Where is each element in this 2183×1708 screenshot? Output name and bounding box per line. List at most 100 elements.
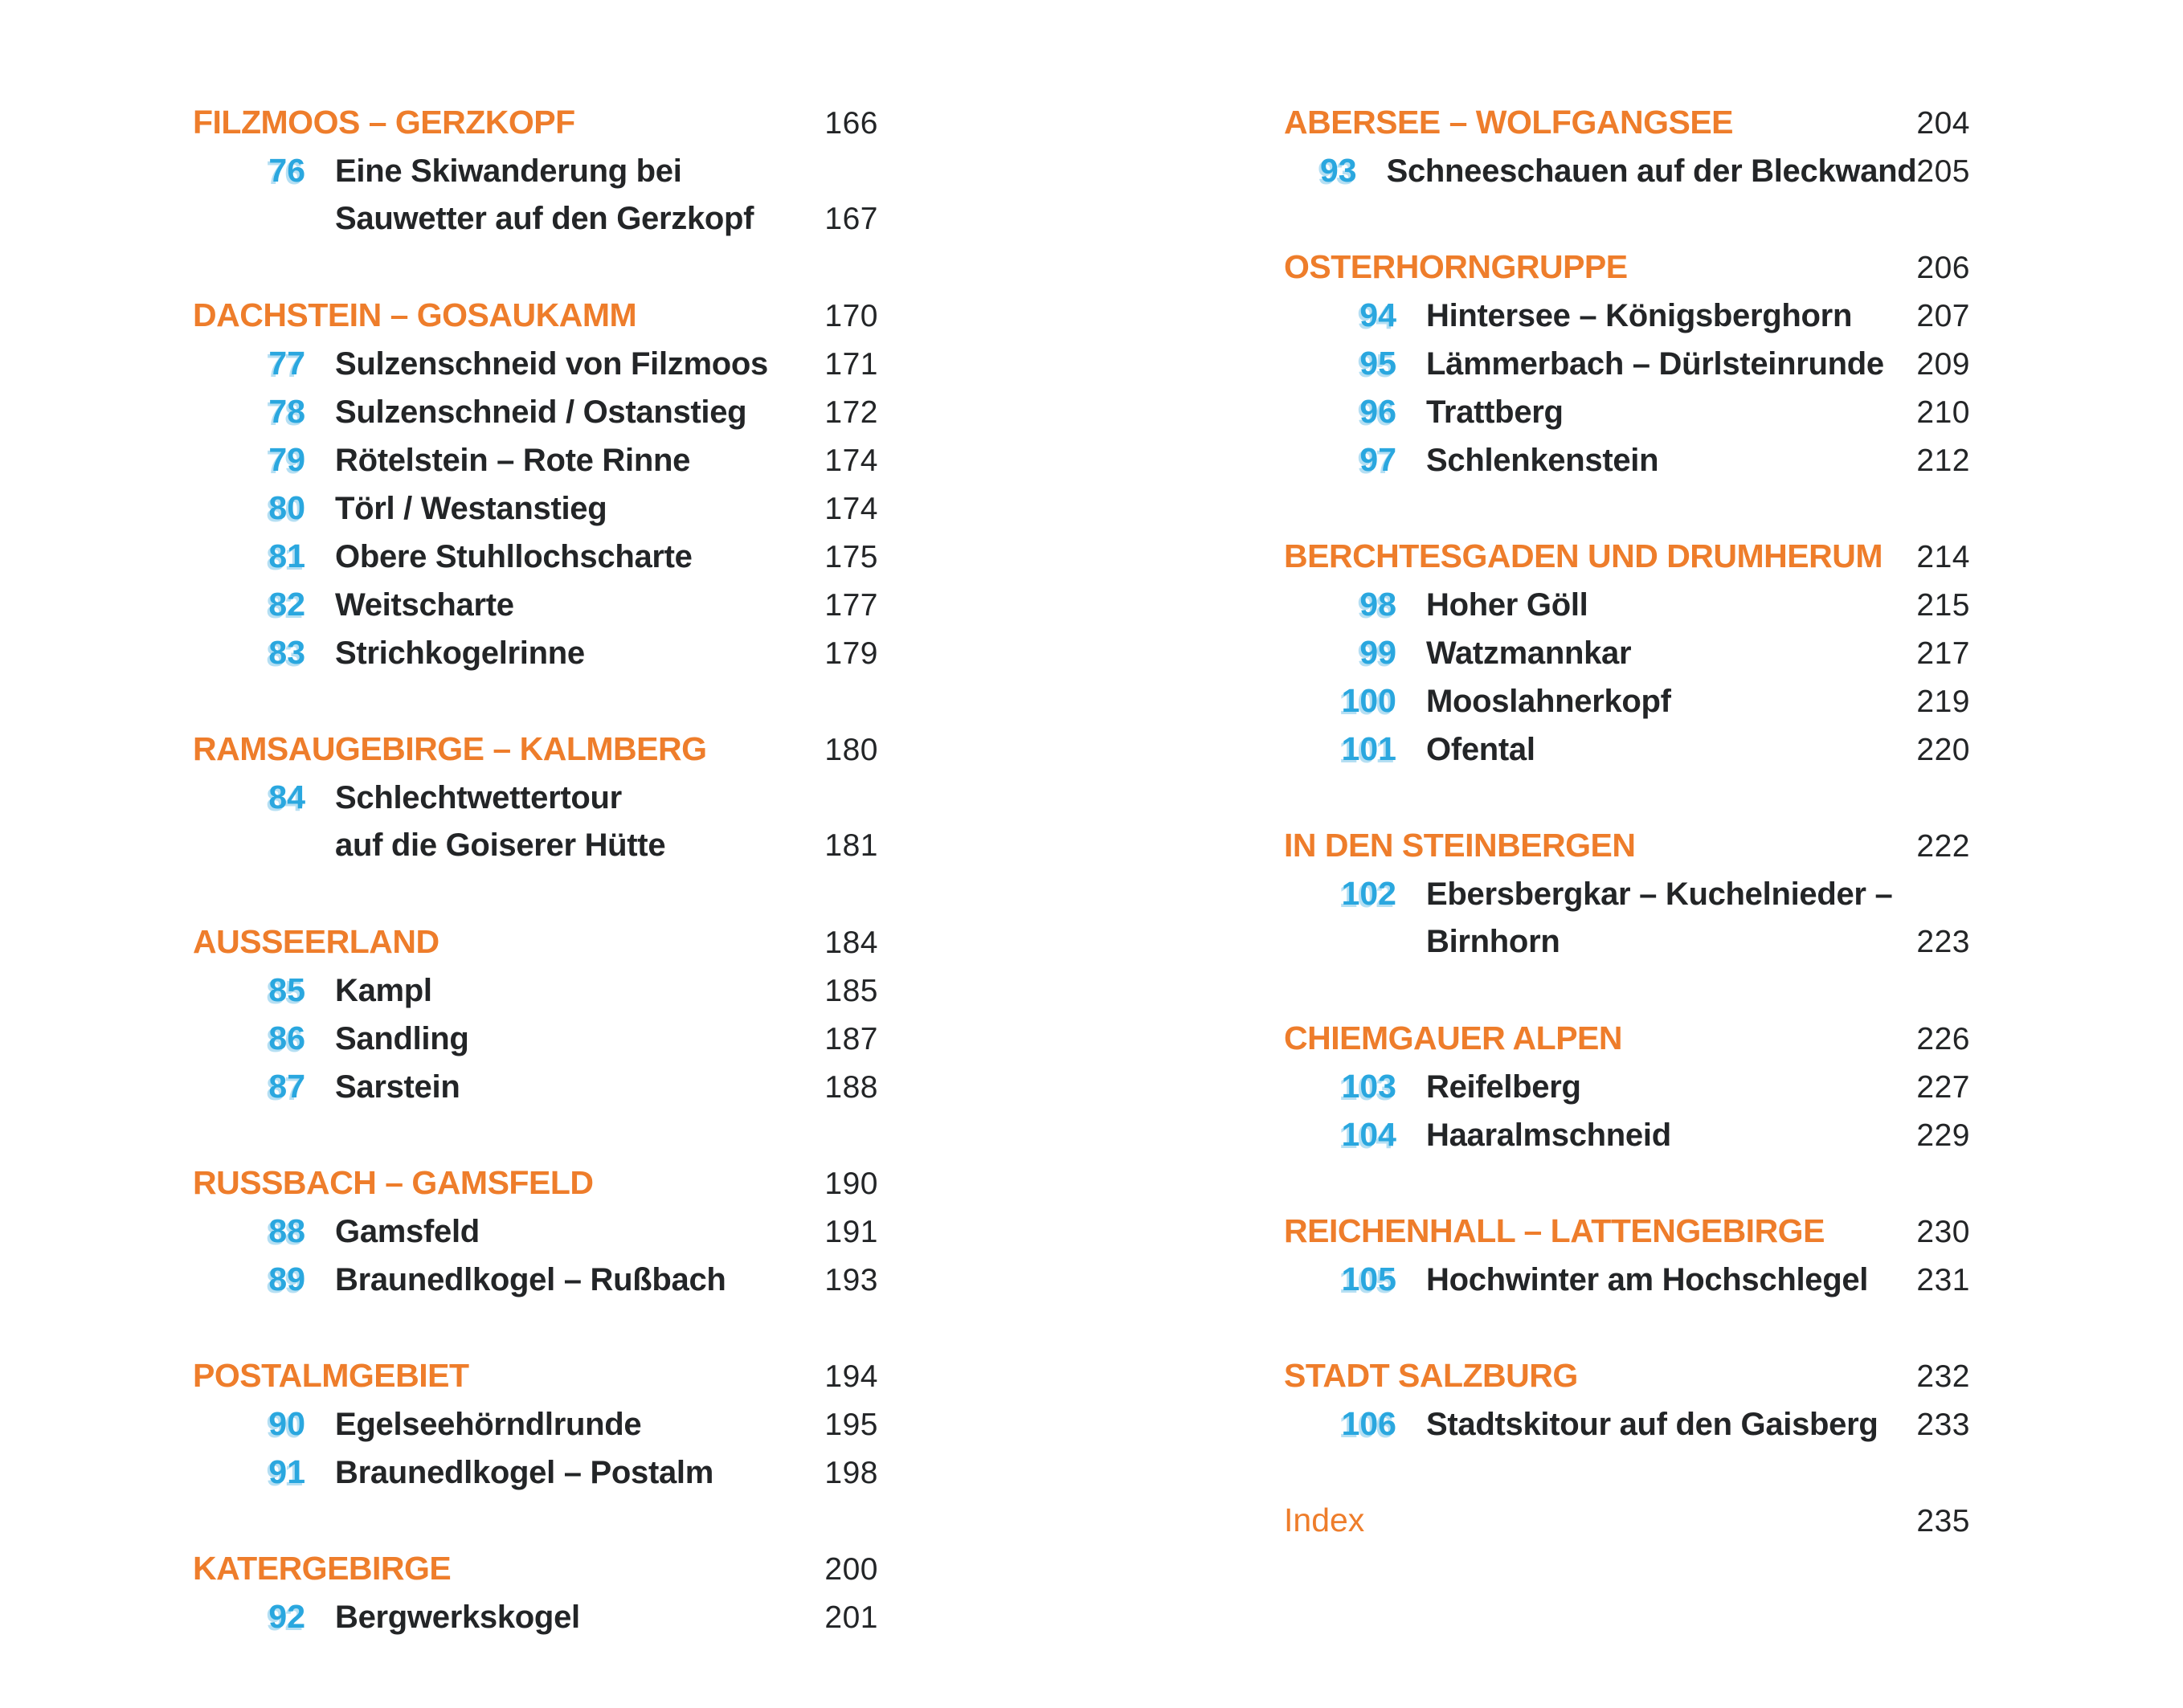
tour-number: 87 <box>268 1068 305 1105</box>
toc-entry: 105 Hochwinter am Hochschlegel 231 <box>1284 1255 1970 1303</box>
section-title: IN DEN STEINBERGEN <box>1284 827 1636 864</box>
toc-entry: 93 Schneeschauen auf der Bleckwand 205 <box>1284 146 1970 194</box>
tour-title: Eine Skiwanderung bei <box>335 153 682 189</box>
tour-number: 85 <box>268 971 305 1008</box>
tour-title: Sulzenschneid / Ostanstieg <box>335 394 747 430</box>
tour-title: Schneeschauen auf der Bleckwand <box>1386 153 1917 189</box>
section-page-number: 194 <box>824 1359 878 1394</box>
tour-title: Stadtskitour auf den Gaisberg <box>1426 1407 1878 1442</box>
toc-entry: 77 Sulzenschneid von Filzmoos 171 <box>193 339 878 387</box>
toc-entry: 101 Ofental 220 <box>1284 725 1970 773</box>
tour-title: Braunedlkogel – Postalm <box>335 1455 714 1490</box>
section-header: OSTERHORNGRUPPE 206 <box>1284 243 1970 291</box>
section-page-number: 230 <box>1916 1215 1970 1249</box>
tour-title: Trattberg <box>1426 394 1564 430</box>
toc-entry: auf die Goiserer Hütte 181 <box>193 821 878 869</box>
tour-title: auf die Goiserer Hütte <box>335 827 666 863</box>
page-number: 193 <box>824 1263 878 1297</box>
tour-title: Egelseehörndlrunde <box>335 1407 642 1442</box>
section-header: REICHENHALL – LATTENGEBIRGE 230 <box>1284 1207 1970 1255</box>
tour-number: 78 <box>268 393 305 430</box>
section-page-number: 206 <box>1916 251 1970 285</box>
toc-entry: 104 Haaralmschneid 229 <box>1284 1110 1970 1158</box>
toc-section: KATERGEBIRGE 200 92 Bergwerkskogel 201 <box>193 1544 878 1641</box>
toc-entry: Sauwetter auf den Gerzkopf 167 <box>193 194 878 243</box>
section-title: BERCHTESGADEN UND DRUMHERUM <box>1284 537 1883 574</box>
toc-entry: 96 Trattberg 210 <box>1284 387 1970 435</box>
section-title: POSTALMGEBIET <box>193 1357 469 1394</box>
tour-number: 95 <box>1359 345 1396 382</box>
toc-entry: 90 Egelseehörndlrunde 195 <box>193 1399 878 1448</box>
tour-title: Schlechtwettertour <box>335 780 622 815</box>
section-title: RAMSAUGEBIRGE – KALMBERG <box>193 730 707 767</box>
toc-entry: 86 Sandling 187 <box>193 1014 878 1062</box>
section-title: CHIEMGAUER ALPEN <box>1284 1019 1623 1056</box>
tour-title: Braunedlkogel – Rußbach <box>335 1262 726 1297</box>
page-number: 215 <box>1916 588 1970 623</box>
toc-column-right: ABERSEE – WOLFGANGSEE 204 93 Schneeschauen … <box>1284 98 1970 1544</box>
toc-section: POSTALMGEBIET 194 90 Egelseehörndlrunde 195 9… <box>193 1351 878 1496</box>
section-page-number: 166 <box>824 106 878 141</box>
toc-entry: 82 Weitscharte 177 <box>193 580 878 628</box>
page-number: 172 <box>824 395 878 430</box>
tour-number: 80 <box>268 489 305 526</box>
tour-number: 77 <box>268 345 305 382</box>
section-page-number: 180 <box>824 733 878 767</box>
tour-number: 96 <box>1359 393 1396 430</box>
toc-entry: 95 Lämmerbach – Dürlsteinrunde 209 <box>1284 339 1970 387</box>
toc-section: STADT SALZBURG 232 106 Stadtskitour auf den… <box>1284 1351 1970 1448</box>
toc-column-left: FILZMOOS – GERZKOPF 166 76 Eine Skiwanderun… <box>193 98 878 1641</box>
section-title: DACHSTEIN – GOSAUKAMM <box>193 296 637 333</box>
section-title: STADT SALZBURG <box>1284 1357 1578 1394</box>
section-page-number: 214 <box>1916 540 1970 574</box>
section-page-number: 184 <box>824 926 878 960</box>
toc-section: DACHSTEIN – GOSAUKAMM 170 77 Sulzenschneid … <box>193 291 878 676</box>
toc-entry: 83 Strichkogelrinne 179 <box>193 628 878 676</box>
tour-number: 99 <box>1359 634 1396 671</box>
toc-entry: 100 Mooslahnerkopf 219 <box>1284 676 1970 725</box>
toc-entry: 81 Obere Stuhllochscharte 175 <box>193 532 878 580</box>
toc-entry: 87 Sarstein 188 <box>193 1062 878 1110</box>
page-number: 210 <box>1916 395 1970 430</box>
tour-number: 101 <box>1341 730 1396 767</box>
section-header: FILZMOOS – GERZKOPF 166 <box>193 98 878 146</box>
section-header: BERCHTESGADEN UND DRUMHERUM 214 <box>1284 532 1970 580</box>
page-number: 205 <box>1916 154 1970 189</box>
page-number: 219 <box>1916 684 1970 719</box>
tour-title: Mooslahnerkopf <box>1426 684 1671 719</box>
page-number: 227 <box>1916 1070 1970 1105</box>
tour-number: 79 <box>268 441 305 478</box>
page-number: 212 <box>1916 443 1970 478</box>
section-title: REICHENHALL – LATTENGEBIRGE <box>1284 1212 1825 1249</box>
page-number: 220 <box>1916 733 1970 767</box>
toc-entry: 102 Ebersbergkar – Kuchelnieder – <box>1284 869 1970 917</box>
tour-number: 93 <box>1319 152 1357 189</box>
tour-title: Ofental <box>1426 732 1535 767</box>
tour-title: Lämmerbach – Dürlsteinrunde <box>1426 346 1884 382</box>
tour-number: 92 <box>268 1598 305 1635</box>
section-page-number: 232 <box>1916 1359 1970 1394</box>
toc-section: Index 235 <box>1284 1496 1970 1544</box>
page-number: 175 <box>824 540 878 574</box>
tour-number: 90 <box>268 1405 305 1442</box>
section-page-number: 170 <box>824 299 878 333</box>
tour-title: Rötelstein – Rote Rinne <box>335 443 691 478</box>
tour-title: Sarstein <box>335 1069 460 1105</box>
section-page-number: 190 <box>824 1167 878 1201</box>
toc-section: AUSSEERLAND 184 85 Kampl 185 86 Sandling 187 87 S… <box>193 917 878 1110</box>
toc-section: REICHENHALL – LATTENGEBIRGE 230 105 Hochwin… <box>1284 1207 1970 1303</box>
section-header: RAMSAUGEBIRGE – KALMBERG 180 <box>193 725 878 773</box>
toc-entry: 106 Stadtskitour auf den Gaisberg 233 <box>1284 1399 1970 1448</box>
toc-section: OSTERHORNGRUPPE 206 94 Hintersee – Königsbe… <box>1284 243 1970 484</box>
page-number: 171 <box>824 347 878 382</box>
tour-number: 81 <box>268 537 305 574</box>
tour-title: Hintersee – Königsberghorn <box>1426 298 1853 333</box>
page-number: 188 <box>824 1070 878 1105</box>
page-number: 167 <box>824 202 878 236</box>
page-number: 201 <box>824 1600 878 1635</box>
tour-number: 106 <box>1341 1405 1396 1442</box>
tour-title: Sulzenschneid von Filzmoos <box>335 346 768 382</box>
page-number: 229 <box>1916 1118 1970 1153</box>
page-number: 207 <box>1916 299 1970 333</box>
